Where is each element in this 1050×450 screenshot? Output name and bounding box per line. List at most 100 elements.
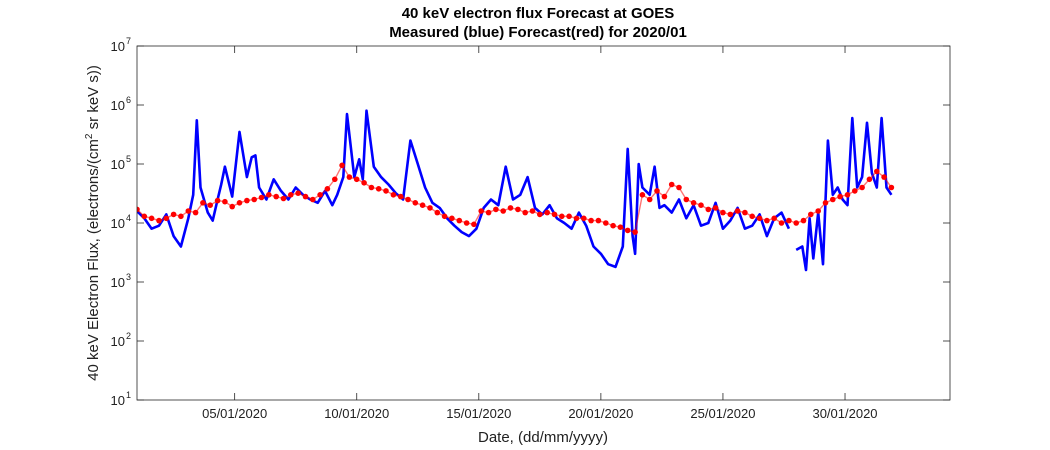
forecast-point	[544, 209, 550, 216]
forecast-point	[705, 206, 712, 213]
y-axis-label-superscript: 2	[84, 133, 95, 139]
forecast-point	[178, 213, 184, 220]
forecast-point	[852, 188, 858, 194]
forecast-point	[683, 196, 690, 203]
forecast-point	[244, 197, 250, 204]
forecast-point	[742, 209, 748, 216]
forecast-point	[441, 213, 448, 220]
forecast-point	[258, 194, 265, 201]
forecast-point	[375, 186, 382, 192]
forecast-point	[463, 220, 470, 226]
forecast-point	[668, 181, 675, 188]
forecast-point	[353, 176, 360, 183]
forecast-point	[397, 193, 404, 200]
forecast-point	[170, 211, 177, 218]
forecast-point	[500, 208, 507, 214]
forecast-point	[405, 196, 411, 203]
forecast-point	[266, 192, 272, 198]
forecast-point	[185, 208, 192, 214]
forecast-point	[214, 197, 221, 204]
forecast-point	[837, 193, 843, 200]
forecast-point	[148, 215, 155, 222]
forecast-point	[390, 192, 397, 198]
forecast-point	[280, 195, 287, 202]
forecast-point	[654, 188, 660, 194]
y-tick-label: 10	[111, 157, 125, 172]
y-axis-label-prefix: 40 keV Electron Flux, (electrons/(cm	[85, 139, 102, 381]
forecast-point	[566, 213, 572, 220]
forecast-point	[793, 220, 799, 226]
forecast-point	[727, 211, 734, 218]
forecast-point	[581, 215, 587, 222]
forecast-point	[720, 209, 726, 216]
forecast-point	[412, 200, 419, 206]
forecast-point	[163, 215, 170, 222]
forecast-point	[844, 192, 851, 198]
forecast-point	[808, 211, 814, 218]
forecast-point	[573, 215, 580, 222]
forecast-point	[522, 209, 528, 216]
forecast-point	[302, 193, 309, 200]
forecast-point	[419, 202, 426, 208]
forecast-point	[288, 192, 294, 198]
y-axis-label-suffix: sr keV s))	[85, 65, 102, 133]
y-tick-exponent: 7	[126, 36, 131, 46]
x-tick-label: 15/01/2020	[446, 406, 511, 421]
x-tick-label: 10/01/2020	[324, 406, 389, 421]
forecast-point	[830, 196, 836, 203]
forecast-point	[529, 208, 536, 214]
forecast-point	[764, 217, 770, 224]
x-tick-label: 05/01/2020	[202, 406, 267, 421]
forecast-point	[295, 190, 301, 196]
forecast-point	[507, 205, 514, 211]
y-tick-label: 10	[111, 334, 125, 349]
forecast-point	[551, 211, 558, 218]
forecast-point	[222, 198, 228, 205]
x-tick-label: 30/01/2020	[812, 406, 877, 421]
forecast-point	[346, 174, 353, 180]
forecast-point	[515, 206, 521, 213]
forecast-point	[332, 176, 338, 183]
forecast-point	[141, 213, 148, 220]
axis-ticks: 05/01/2020 10/01/2020 15/01/2020 20/01/2020…	[111, 36, 950, 421]
forecast-point	[734, 208, 741, 214]
forecast-point	[874, 168, 880, 175]
forecast-point	[786, 217, 792, 224]
forecast-point	[192, 209, 199, 216]
y-tick-exponent: 3	[126, 272, 131, 282]
forecast-point	[588, 217, 594, 224]
forecast-point	[229, 203, 235, 210]
y-tick-label: 10	[111, 216, 125, 231]
forecast-point	[200, 200, 206, 206]
forecast-point	[427, 205, 433, 211]
forecast-point	[324, 186, 331, 192]
forecast-point	[771, 215, 777, 222]
forecast-point	[676, 184, 682, 191]
y-tick-exponent: 5	[126, 154, 131, 164]
forecast-point	[317, 192, 323, 198]
forecast-point	[339, 162, 345, 169]
forecast-point	[617, 224, 624, 230]
forecast-point	[690, 200, 697, 206]
forecast-point	[624, 227, 631, 234]
y-tick-label: 10	[111, 39, 125, 54]
y-tick-label: 10	[111, 275, 125, 290]
forecast-point	[822, 200, 829, 206]
forecast-point	[471, 221, 477, 228]
x-tick-label: 20/01/2020	[568, 406, 633, 421]
forecast-point	[493, 206, 499, 213]
forecast-point	[449, 215, 455, 222]
x-axis-label: Date, (dd/mm/yyyy)	[478, 429, 608, 446]
forecast-point	[646, 196, 653, 203]
forecast-point	[368, 184, 375, 191]
forecast-point	[859, 184, 865, 191]
plot-area-frame	[136, 45, 951, 401]
forecast-point	[815, 208, 821, 214]
forecast-point	[156, 217, 162, 224]
forecast-point	[888, 184, 895, 191]
x-tick-label: 25/01/2020	[690, 406, 755, 421]
y-tick-exponent: 1	[126, 390, 131, 400]
forecast-point	[559, 213, 565, 220]
forecast-point	[756, 215, 763, 222]
